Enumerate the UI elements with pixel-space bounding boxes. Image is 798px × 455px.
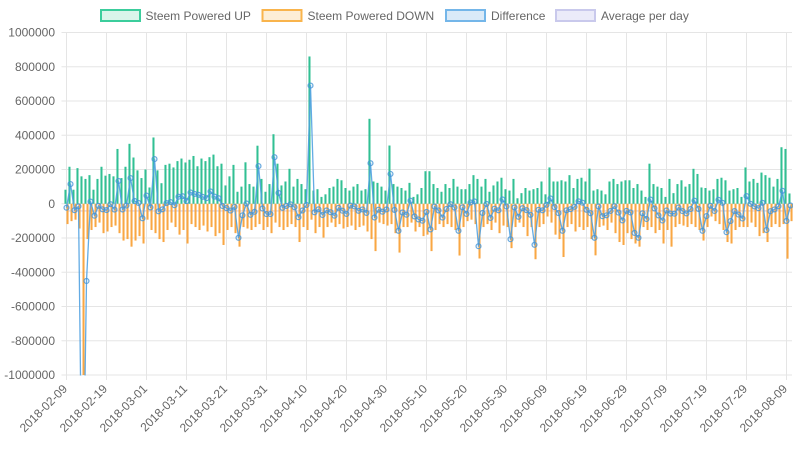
svg-text:1000000: 1000000 [8,26,55,40]
svg-text:Difference: Difference [491,9,546,23]
svg-text:-400000: -400000 [11,265,55,279]
svg-text:0: 0 [48,197,55,211]
svg-text:Average per day: Average per day [601,9,689,23]
svg-text:200000: 200000 [15,163,55,177]
svg-text:800000: 800000 [15,60,55,74]
svg-text:600000: 600000 [15,94,55,108]
svg-text:Steem Powered DOWN: Steem Powered DOWN [308,9,435,23]
svg-text:-200000: -200000 [11,231,55,245]
svg-text:-1000000: -1000000 [4,368,55,382]
svg-text:400000: 400000 [15,128,55,142]
svg-text:-600000: -600000 [11,300,55,314]
svg-text:Steem Powered UP: Steem Powered UP [146,9,251,23]
svg-text:-800000: -800000 [11,334,55,348]
